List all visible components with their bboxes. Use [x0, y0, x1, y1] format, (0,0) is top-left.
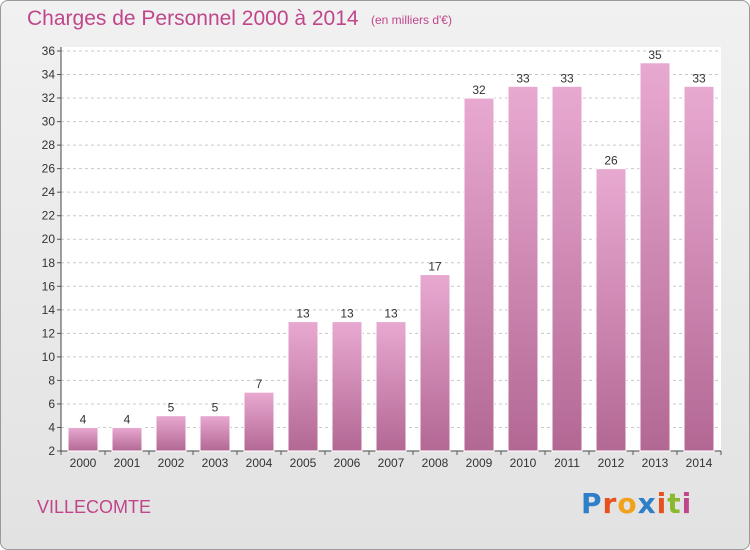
x-tick-label: 2007 [378, 456, 405, 470]
x-tick-label: 2008 [422, 456, 449, 470]
bar-value-label: 13 [296, 307, 310, 321]
bar [67, 426, 99, 452]
bar [463, 97, 495, 452]
bar [507, 85, 539, 452]
x-tick-label: 2010 [510, 456, 537, 470]
bar [331, 321, 363, 452]
x-tick-label: 2004 [246, 456, 273, 470]
proxiti-logo: Proxiti [581, 487, 692, 520]
bar [111, 426, 143, 452]
bar-value-label: 33 [692, 71, 706, 85]
y-tick-label: 28 [42, 138, 56, 152]
bar [595, 168, 627, 452]
y-tick-label: 8 [48, 373, 55, 387]
bar-value-label: 5 [212, 401, 219, 415]
y-tick-label: 4 [48, 420, 55, 434]
y-tick-label: 2 [48, 444, 55, 458]
y-tick-label: 12 [42, 326, 56, 340]
y-tick-label: 16 [42, 279, 56, 293]
bar [199, 415, 231, 452]
y-tick-label: 14 [42, 303, 56, 317]
y-tick-label: 20 [42, 232, 56, 246]
logo-letter: t [667, 487, 682, 520]
y-tick-label: 32 [42, 91, 56, 105]
bar [375, 321, 407, 452]
logo-letter: r [602, 487, 618, 520]
y-tick-label: 30 [42, 115, 56, 129]
logo-letter: i [656, 487, 668, 520]
bar-value-label: 5 [168, 401, 175, 415]
x-tick-label: 2014 [686, 456, 713, 470]
y-tick-label: 34 [42, 68, 56, 82]
y-tick-label: 26 [42, 162, 56, 176]
chart-subtitle: (en milliers d'€) [371, 13, 452, 27]
bar-value-label: 26 [604, 154, 618, 168]
logo-letter: o [617, 487, 638, 520]
bar-value-label: 33 [516, 71, 530, 85]
bar-value-label: 4 [124, 412, 131, 426]
logo-letter: i [681, 487, 693, 520]
bar-value-label: 13 [340, 307, 354, 321]
commune-name: VILLECOMTE [37, 497, 152, 517]
x-tick-label: 2012 [598, 456, 625, 470]
x-tick-label: 2005 [290, 456, 317, 470]
y-tick-label: 36 [42, 44, 56, 58]
bar [155, 415, 187, 452]
bar [683, 85, 715, 452]
bar-value-label: 32 [472, 83, 486, 97]
bar-value-label: 35 [648, 48, 662, 62]
y-tick-label: 18 [42, 256, 56, 270]
bar [287, 321, 319, 452]
bar-value-label: 13 [384, 307, 398, 321]
x-tick-label: 2001 [114, 456, 141, 470]
x-tick-label: 2011 [554, 456, 580, 470]
logo-letter: P [581, 487, 603, 520]
y-tick-label: 24 [42, 185, 56, 199]
x-tick-label: 2003 [202, 456, 229, 470]
bar [243, 391, 275, 452]
chart-title: Charges de Personnel 2000 à 2014 [27, 7, 359, 30]
x-tick-label: 2013 [642, 456, 669, 470]
bar [639, 62, 671, 452]
x-tick-label: 2006 [334, 456, 361, 470]
x-tick-label: 2009 [466, 456, 493, 470]
x-tick-label: 2000 [70, 456, 97, 470]
bar-value-label: 4 [80, 412, 87, 426]
y-tick-label: 22 [42, 209, 56, 223]
bar-value-label: 7 [256, 377, 263, 391]
bar-value-label: 17 [428, 260, 442, 274]
bar [551, 85, 583, 452]
bar [419, 274, 451, 452]
y-tick-label: 10 [42, 350, 56, 364]
bar-value-label: 33 [560, 71, 574, 85]
logo-letter: x [637, 487, 657, 520]
x-tick-label: 2002 [158, 456, 185, 470]
y-tick-label: 6 [48, 397, 55, 411]
